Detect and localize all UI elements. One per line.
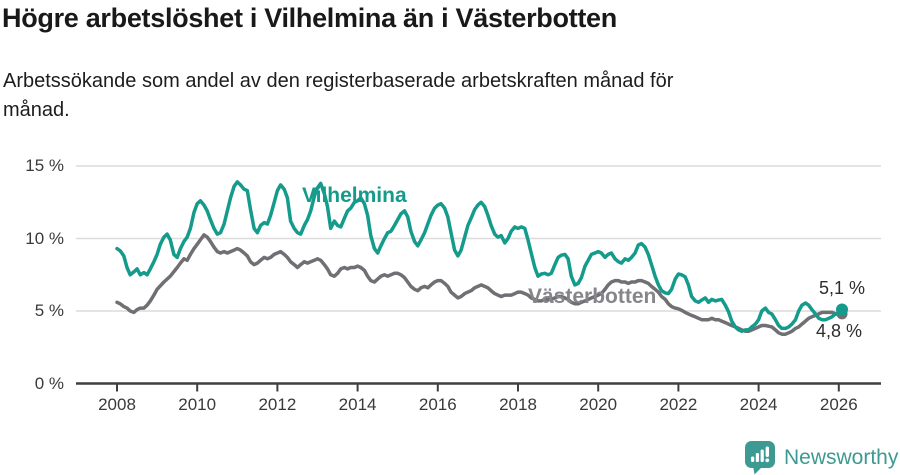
bar-chart-speech-bubble-icon [745,441,775,475]
y-axis-tick-label: 5 % [34,301,64,320]
x-axis-tick-label: 2010 [178,395,217,414]
x-axis-tick-label: 2012 [258,395,297,414]
page-title: Högre arbetslöshet i Vilhelmina än i Väs… [2,3,617,33]
x-axis-tick-label: 2014 [338,395,377,414]
end-value-label-västerbotten: 4,8 % [816,321,863,341]
brand-name: Newsworthy [784,445,899,469]
chart-subtitle-line-2: månad. [3,99,70,121]
newsworthy-logo[interactable]: Newsworthy [744,440,898,475]
x-axis-tick-label: 2008 [98,395,136,414]
series-label-vilhelmina: Vilhelmina [302,184,407,207]
chart-subtitle-line-1: Arbetssökande som andel av den registerb… [3,70,674,92]
series-label-västerbotten: Västerbotten [528,285,657,308]
x-axis-tick-label: 2022 [659,395,698,414]
x-axis-tick-label: 2024 [739,395,778,414]
end-value-label-vilhelmina: 5,1 % [819,278,866,298]
x-axis-tick-label: 2016 [418,395,457,414]
x-axis-tick-label: 2020 [579,395,618,414]
series-line-västerbotten [115,233,844,336]
y-axis-tick-label: 15 % [25,156,64,175]
series-line-vilhelmina [115,180,844,334]
x-axis-tick-label: 2026 [819,395,858,414]
y-axis-tick-label: 0 % [34,373,64,393]
x-axis-tick-label: 2018 [499,395,537,414]
series-end-dot-vilhelmina [836,303,849,316]
y-axis-tick-label: 10 % [25,228,64,248]
